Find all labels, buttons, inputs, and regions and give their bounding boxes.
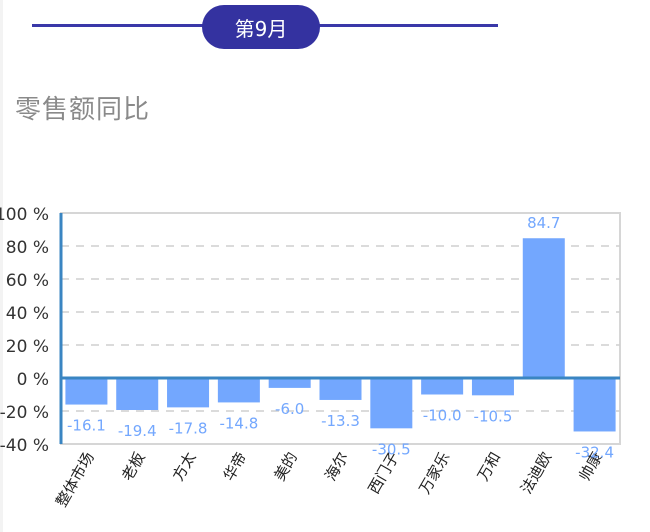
bar[interactable]: [116, 378, 159, 411]
bar-value-label: -10.0: [423, 407, 462, 425]
x-category-label: 法迪欧: [517, 449, 555, 497]
bar[interactable]: [167, 378, 210, 408]
x-axis-labels: 整体市场 老板 方太 华帝 美的 海尔 西门子 万家乐 万和 法迪欧 帅康: [52, 449, 606, 510]
bar[interactable]: [471, 378, 514, 396]
bar-value-label: -19.4: [118, 422, 157, 440]
x-category-label: 方太: [169, 449, 200, 484]
y-tick-label: 100 %: [0, 205, 49, 225]
header-divider-right: [300, 24, 498, 27]
bar-value-label: -13.3: [321, 412, 360, 430]
bar-value-label: -14.8: [219, 414, 258, 432]
bar[interactable]: [522, 238, 565, 378]
x-category-label: 美的: [271, 449, 302, 484]
bar-value-label: 84.7: [527, 214, 560, 232]
bar-value-label: -32.4: [575, 443, 614, 461]
x-category-label: 华帝: [220, 449, 251, 484]
header-divider-left: [32, 24, 222, 27]
x-category-label: 海尔: [321, 449, 352, 484]
y-tick-label: -40 %: [0, 436, 49, 456]
chart-axes: [59, 213, 620, 444]
page-title: 零售额同比: [15, 95, 151, 125]
bar-value-label: -6.0: [275, 400, 304, 418]
month-selector-pill[interactable]: 第9月: [202, 5, 320, 49]
bar-value-label: -10.5: [474, 407, 513, 425]
x-category-label: 整体市场: [52, 449, 98, 510]
bar[interactable]: [217, 378, 260, 403]
y-tick-label: 40 %: [6, 304, 49, 324]
y-tick-label: 0 %: [17, 370, 49, 390]
bar-value-label: -16.1: [67, 417, 106, 435]
bar[interactable]: [421, 378, 464, 395]
y-axis-labels: 100 % 80 % 60 % 40 % 20 % 0 % -20 % -40 %: [0, 205, 49, 456]
bar[interactable]: [370, 378, 413, 429]
frame-edge: [0, 0, 3, 532]
x-category-label: 万家乐: [416, 449, 454, 497]
bar[interactable]: [65, 378, 108, 405]
x-category-label: 万和: [474, 449, 505, 484]
bar[interactable]: [319, 378, 362, 400]
chart-bars: [65, 238, 616, 432]
x-category-label: 老板: [118, 449, 149, 484]
value-labels: -16.1 -19.4 -17.8 -14.8-6.0-13.3-30.5-10.0-…: [67, 214, 614, 461]
bar[interactable]: [268, 378, 311, 388]
y-tick-label: 80 %: [6, 238, 49, 258]
bar[interactable]: [573, 378, 616, 432]
bar-value-label: -30.5: [372, 440, 411, 458]
bar-value-label: -17.8: [169, 419, 208, 437]
y-tick-label: 20 %: [6, 337, 49, 357]
y-tick-label: -20 %: [0, 403, 49, 423]
y-tick-label: 60 %: [6, 271, 49, 291]
